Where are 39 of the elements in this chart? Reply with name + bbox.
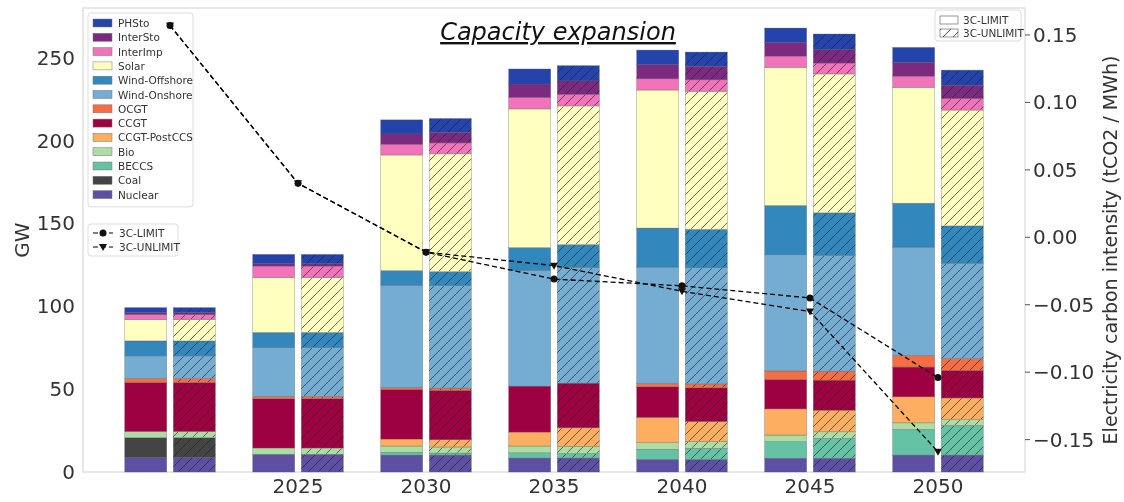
x-tick-label: 2025: [272, 474, 324, 498]
legend-label: 3C-LIMIT: [119, 227, 165, 239]
legend-label: InterImp: [118, 45, 163, 58]
y2-tick-label: −0.05: [1033, 292, 1095, 317]
x-tick-label: 2030: [400, 474, 452, 498]
legend-label: Wind-Onshore: [118, 88, 193, 101]
legend-label: CCGT: [118, 117, 148, 130]
y-tick-label: 50: [49, 377, 75, 402]
y-tick-label: 0: [62, 460, 75, 484]
x-tick-label: 2050: [912, 474, 964, 498]
text: 3C-UNLIMIT: [963, 27, 1024, 39]
legend-label: InterSto: [118, 31, 160, 44]
legend-label: Bio: [118, 145, 135, 158]
legend-label: PHSto: [118, 17, 150, 29]
legend-label: Solar: [118, 59, 146, 72]
y-axis-title: GW: [10, 222, 34, 258]
legend-label: CCGT-PostCCS: [118, 131, 194, 144]
y-tick-label: 250: [36, 45, 75, 70]
legend-label: Coal: [118, 174, 142, 187]
y-tick-label: 200: [36, 128, 75, 153]
y2-axis-title: Electricity carbon intensity (tCO2 / MWh): [1099, 55, 1121, 445]
text: Capacity expansion: [440, 18, 676, 46]
y-tick-label: 100: [36, 294, 75, 319]
legend-label: OCGT: [118, 102, 149, 115]
y2-tick-label: 0.05: [1033, 157, 1078, 182]
y2-tick-label: 0.10: [1033, 90, 1078, 115]
x-tick-label: 2045: [784, 474, 836, 498]
legend-label: Nuclear: [118, 188, 160, 201]
y2-tick-label: −0.15: [1033, 427, 1095, 452]
x-tick-label: 2035: [528, 474, 580, 498]
text: 3C-LIMIT: [963, 14, 1009, 26]
legend-label: 3C-UNLIMIT: [119, 241, 181, 253]
legend-label: BECCS: [118, 160, 154, 172]
y2-tick-label: 0.00: [1033, 225, 1078, 250]
y2-tick-label: −0.10: [1033, 360, 1095, 385]
y2-tick-label: 0.15: [1033, 22, 1078, 47]
x-tick-label: 2040: [656, 474, 708, 498]
legend-label: Wind-Offshore: [118, 74, 194, 87]
y-tick-label: 150: [36, 211, 75, 236]
